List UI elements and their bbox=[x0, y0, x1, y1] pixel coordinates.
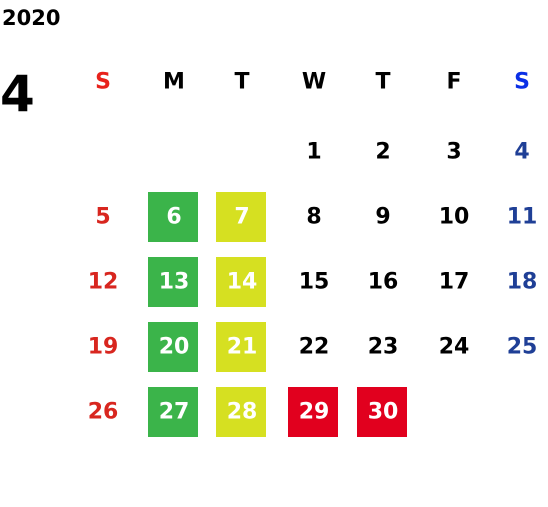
day-number: 17 bbox=[439, 270, 470, 295]
day-number: 5 bbox=[95, 205, 110, 230]
year: 2020 bbox=[2, 6, 60, 30]
day-number: 15 bbox=[299, 270, 330, 295]
month: 4 bbox=[0, 65, 35, 123]
day-number: 8 bbox=[306, 205, 321, 230]
day-number: 2 bbox=[375, 140, 390, 165]
day-number: 10 bbox=[439, 205, 470, 230]
day-highlight bbox=[148, 192, 198, 242]
day-number: 16 bbox=[368, 270, 399, 295]
day-number: 4 bbox=[514, 140, 529, 165]
day-number: 19 bbox=[88, 335, 119, 360]
day-number: 23 bbox=[368, 335, 399, 360]
day-number: 3 bbox=[446, 140, 461, 165]
day-highlight bbox=[148, 257, 198, 307]
day-number: 18 bbox=[507, 270, 538, 295]
weekday-label: S bbox=[95, 70, 111, 95]
weekday-label: W bbox=[302, 70, 326, 95]
day-number: 14 bbox=[227, 270, 258, 295]
day-highlight bbox=[216, 387, 266, 437]
day-number: 25 bbox=[507, 335, 538, 360]
weekday-label: F bbox=[446, 70, 461, 95]
weekday-label: S bbox=[514, 70, 530, 95]
day-number: 1 bbox=[306, 140, 321, 165]
day-highlight bbox=[216, 322, 266, 372]
day-number: 12 bbox=[88, 270, 119, 295]
weekday-label: T bbox=[375, 70, 390, 95]
day-number: 21 bbox=[227, 335, 258, 360]
day-number: 28 bbox=[227, 400, 258, 425]
day-number: 29 bbox=[299, 400, 330, 425]
day-number: 24 bbox=[439, 335, 470, 360]
day-number: 6 bbox=[166, 205, 181, 230]
weekday-label: M bbox=[163, 70, 185, 95]
day-number: 11 bbox=[507, 205, 538, 230]
day-highlight bbox=[148, 387, 198, 437]
day-number: 30 bbox=[368, 400, 399, 425]
day-number: 13 bbox=[159, 270, 190, 295]
day-number: 9 bbox=[375, 205, 390, 230]
day-highlight bbox=[148, 322, 198, 372]
day-highlight bbox=[288, 387, 338, 437]
day-highlight bbox=[216, 192, 266, 242]
day-number: 26 bbox=[88, 400, 119, 425]
day-number: 7 bbox=[234, 205, 249, 230]
day-highlight bbox=[357, 387, 407, 437]
day-number: 27 bbox=[159, 400, 190, 425]
weekday-label: T bbox=[234, 70, 249, 95]
day-number: 20 bbox=[159, 335, 190, 360]
day-highlight bbox=[216, 257, 266, 307]
day-number: 22 bbox=[299, 335, 330, 360]
